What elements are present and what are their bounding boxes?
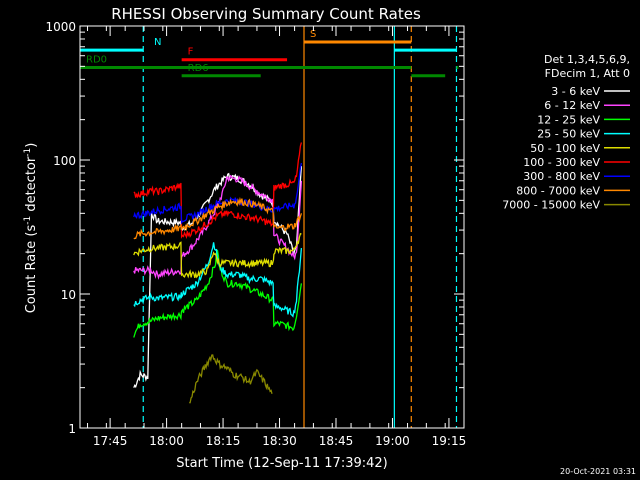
x-tick-label-4: 18:45 <box>319 434 354 448</box>
y-axis-label: Count Rate (s-1 detector-1) <box>23 143 39 314</box>
y-tick-label-1: 10 <box>61 288 76 302</box>
legend-label-5: 100 - 300 keV <box>523 156 600 169</box>
y-axis-label-sup-2: -1 <box>23 148 33 157</box>
series-line-7 <box>133 196 303 240</box>
legend-label-4: 50 - 100 keV <box>530 142 600 155</box>
axes: 1 10 100 1000 17:45 18:00 18:15 18:30 18:45 19:00… <box>45 20 466 448</box>
legend-label-1: 6 - 12 keV <box>544 99 600 112</box>
legend-label-7: 800 - 7000 keV <box>516 184 600 197</box>
y-tick-label-3: 1000 <box>45 20 76 34</box>
timestamp: 20-Oct-2021 03:31 <box>560 467 636 476</box>
series-line-4 <box>133 232 302 279</box>
state-bar-label-2: F <box>188 47 194 58</box>
legend-label-0: 3 - 6 keV <box>551 85 600 98</box>
y-axis-label-main: Count Rate (s <box>24 225 39 314</box>
plot-frame <box>79 25 465 429</box>
y-axis-label-mid: detector <box>24 156 39 216</box>
x-tick-label-1: 18:00 <box>149 434 184 448</box>
legend-label-3: 25 - 50 keV <box>537 128 600 141</box>
x-tick-label-6: 19:15 <box>432 434 467 448</box>
state-change-lines <box>142 26 458 428</box>
series-line-2 <box>133 249 303 338</box>
series-line-8 <box>189 354 273 404</box>
legend-label-8: 7000 - 15000 keV <box>502 199 600 212</box>
y-axis-label-sup-1: -1 <box>23 216 33 225</box>
x-tick-label-5: 19:00 <box>375 434 410 448</box>
x-tick-label-3: 18:30 <box>262 434 297 448</box>
state-bars: N S F RD0 RD6 <box>80 29 459 78</box>
y-tick-label-2: 100 <box>53 154 76 168</box>
state-bar-label-3: RD0 <box>86 55 107 66</box>
legend: Det 1,3,4,5,6,9, FDecim 1, Att 0 3 - 6 k… <box>502 53 630 212</box>
state-bar-label-0: N <box>154 37 161 48</box>
x-tick-label-2: 18:15 <box>206 434 241 448</box>
data-series <box>133 142 303 404</box>
x-axis-label: Start Time (12-Sep-11 17:39:42) <box>176 456 387 471</box>
y-axis-label-end: ) <box>24 143 39 148</box>
x-tick-label-0: 17:45 <box>93 434 128 448</box>
series-line-3 <box>133 242 303 318</box>
legend-header-1: Det 1,3,4,5,6,9, <box>544 53 630 66</box>
legend-label-2: 12 - 25 keV <box>537 113 600 126</box>
chart-title: RHESSI Observing Summary Count Rates <box>111 5 421 23</box>
legend-header-2: FDecim 1, Att 0 <box>545 67 630 80</box>
state-bar-label-1: S <box>310 29 316 40</box>
state-bar-label-4: RD6 <box>188 63 209 74</box>
legend-label-6: 300 - 800 keV <box>523 170 600 183</box>
series-line-5 <box>133 142 303 240</box>
y-tick-label-0: 1 <box>68 422 76 436</box>
